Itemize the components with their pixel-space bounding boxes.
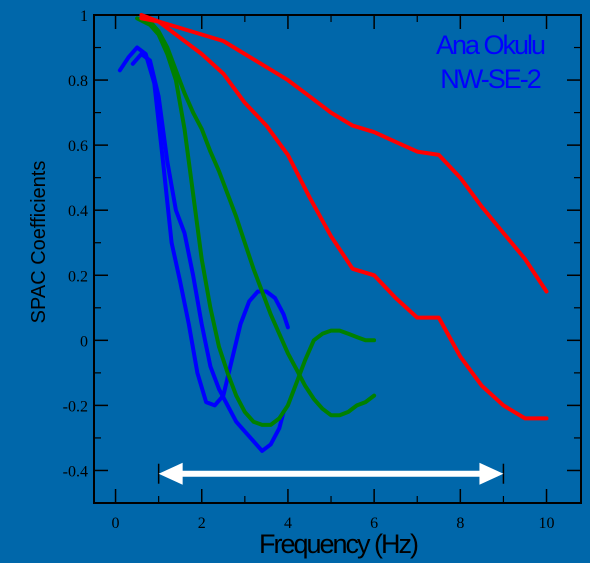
x-tick-label: 6 [370, 515, 378, 532]
y-tick-label: 1 [80, 8, 88, 25]
station-annotation: Ana Okulu NW-SE-2 [436, 30, 547, 94]
range-arrow-head-right [479, 462, 504, 485]
series-line [139, 16, 377, 418]
range-arrow [157, 462, 505, 485]
plot-frame [93, 14, 582, 504]
x-tick-labels: 0 2 4 6 8 10 [112, 515, 555, 532]
y-tick-label: 0.8 [68, 73, 88, 90]
plot-area [93, 13, 582, 504]
series-line [135, 16, 377, 427]
y-tick-label: 0 [80, 333, 88, 350]
x-tick-label: 2 [198, 515, 206, 532]
x-tick-label: 0 [112, 515, 120, 532]
range-arrow-head-left [158, 462, 183, 485]
annotation-line-2: NW-SE-2 [440, 64, 540, 94]
series-line [130, 52, 286, 453]
series-line [139, 13, 549, 294]
y-tick-labels: -0.4 -0.2 0 0.2 0.4 0.6 0.8 1 [63, 8, 88, 480]
x-axis-label: Frequency (Hz) [259, 529, 418, 559]
y-tick-label: 0.4 [68, 203, 88, 220]
series-line [139, 16, 549, 421]
y-tick-label: -0.4 [63, 463, 88, 480]
x-tick-label: 10 [539, 515, 555, 532]
series-line [117, 45, 290, 408]
y-tick-label: 0.6 [68, 138, 88, 155]
x-tick-label: 4 [284, 515, 292, 532]
x-tick-label: 8 [456, 515, 464, 532]
series-layer [117, 13, 549, 453]
y-tick-label: -0.2 [63, 398, 88, 415]
y-axis-label: SPAC Coefficients [28, 161, 50, 324]
y-tick-label: 0.2 [68, 268, 88, 285]
annotation-line-1: Ana Okulu [436, 30, 545, 60]
axis-ticks [94, 14, 581, 504]
